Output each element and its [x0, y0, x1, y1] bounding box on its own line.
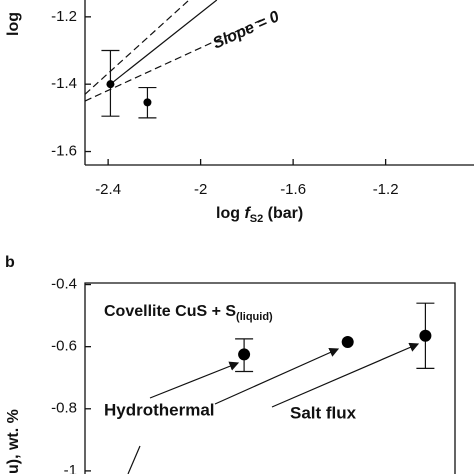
- arrow: [149, 361, 240, 399]
- x-tick-label: -2.4: [95, 181, 121, 198]
- label-part: (bar): [263, 205, 303, 222]
- data-point: [238, 348, 251, 361]
- y-tick-label: -0.4: [51, 276, 77, 293]
- x-tick-label: -1.6: [280, 181, 306, 198]
- y-axis-label: u), wt. %: [5, 409, 22, 474]
- y-tick-label: -1.6: [51, 142, 77, 159]
- data-point: [341, 336, 354, 349]
- reference-line: [110, 0, 218, 85]
- y-tick-label: -1: [64, 462, 77, 474]
- arrow: [214, 348, 340, 405]
- data-point: [419, 329, 432, 342]
- y-tick-label: -1.2: [51, 8, 77, 25]
- y-tick-label: -1.4: [51, 75, 77, 92]
- x-tick-label: -1.2: [373, 181, 399, 198]
- title-part: Covellite CuS + S: [104, 303, 236, 320]
- arrow: [127, 445, 141, 474]
- label-part: f: [244, 205, 251, 222]
- y-axis-label: log: [5, 12, 22, 36]
- annotation: Salt flux: [290, 403, 357, 422]
- label-part: S2: [250, 213, 263, 225]
- reference-line: [84, 0, 190, 95]
- title-part: (liquid): [236, 311, 273, 323]
- label-part: log: [216, 205, 244, 222]
- axis-frame: [84, 282, 456, 474]
- y-tick-label: -0.6: [51, 338, 77, 355]
- annotation: Slope = 0: [210, 8, 282, 52]
- x-tick-label: -2: [194, 181, 207, 198]
- arrow: [271, 342, 420, 408]
- annotation: Hydrothermal: [104, 400, 215, 419]
- x-axis-label: log fS2 (bar): [216, 205, 303, 225]
- y-tick-label: -0.8: [51, 400, 77, 417]
- panel-label: b: [5, 254, 15, 271]
- data-point: [106, 80, 115, 89]
- data-point: [143, 98, 152, 107]
- chart-title: Covellite CuS + S(liquid): [104, 303, 273, 323]
